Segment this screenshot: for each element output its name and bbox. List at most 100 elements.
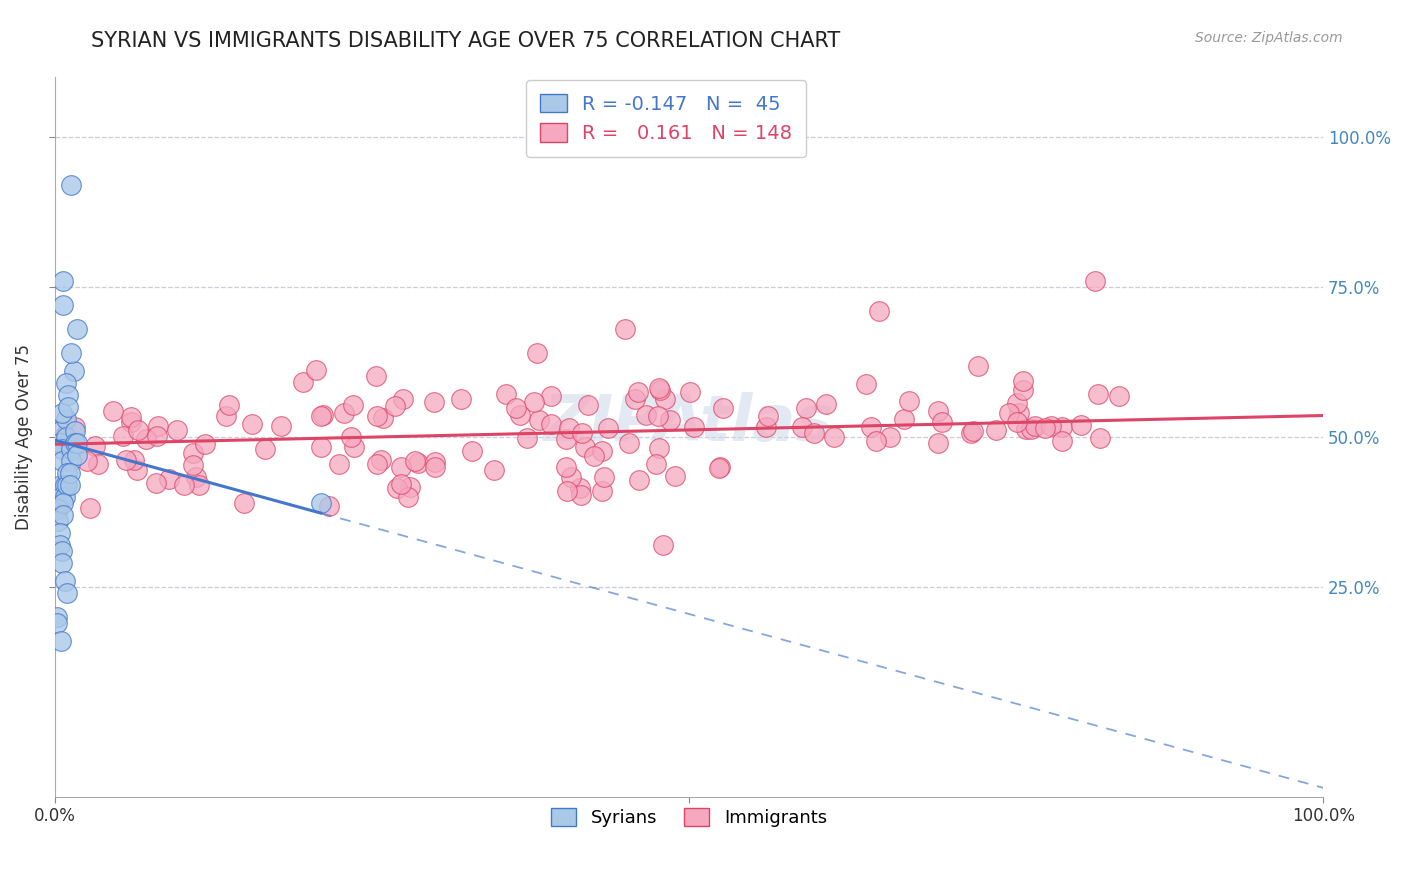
Point — [384, 399, 406, 413]
Point — [823, 430, 845, 444]
Point — [56, 478, 79, 492]
Point — [627, 474, 650, 488]
Point — [51, 454, 73, 468]
Point — [52, 298, 75, 312]
Point — [962, 424, 984, 438]
Point — [309, 440, 332, 454]
Point — [127, 423, 149, 437]
Point — [120, 415, 142, 429]
Point — [309, 409, 332, 424]
Text: ZIPAtlas: ZIPAtlas — [544, 392, 834, 454]
Point — [63, 420, 86, 434]
Point — [181, 458, 204, 472]
Point — [46, 502, 69, 516]
Point — [1012, 383, 1035, 397]
Point — [53, 574, 76, 588]
Point — [340, 430, 363, 444]
Point — [659, 413, 682, 427]
Point — [53, 490, 76, 504]
Point — [509, 409, 531, 423]
Point — [366, 409, 388, 423]
Point — [707, 461, 730, 475]
Point — [396, 491, 419, 505]
Point — [555, 483, 578, 498]
Point — [52, 274, 75, 288]
Point — [711, 401, 734, 416]
Point — [1033, 421, 1056, 435]
Point — [56, 466, 79, 480]
Point — [516, 431, 538, 445]
Point — [49, 634, 72, 648]
Point — [582, 450, 605, 464]
Point — [1050, 420, 1073, 434]
Point — [76, 454, 98, 468]
Point — [1005, 396, 1028, 410]
Point — [181, 446, 204, 460]
Point — [66, 436, 89, 450]
Point — [626, 385, 648, 400]
Point — [292, 375, 315, 389]
Point — [58, 388, 80, 402]
Point — [391, 477, 413, 491]
Point — [145, 475, 167, 490]
Point — [1008, 405, 1031, 419]
Point — [1088, 431, 1111, 445]
Point — [645, 457, 668, 471]
Point — [997, 406, 1019, 420]
Point — [865, 434, 887, 449]
Point — [56, 586, 79, 600]
Point — [931, 415, 953, 429]
Point — [647, 409, 669, 424]
Point — [312, 408, 335, 422]
Point — [333, 406, 356, 420]
Point — [60, 442, 83, 456]
Point — [855, 376, 877, 391]
Point — [66, 322, 89, 336]
Point — [709, 459, 731, 474]
Point — [53, 427, 76, 442]
Point — [343, 440, 366, 454]
Point — [125, 463, 148, 477]
Point — [404, 454, 426, 468]
Point — [270, 419, 292, 434]
Point — [318, 499, 340, 513]
Point — [370, 453, 392, 467]
Point — [682, 419, 704, 434]
Point — [1040, 419, 1063, 434]
Point — [794, 401, 817, 415]
Point — [51, 442, 73, 456]
Point — [79, 500, 101, 515]
Point — [523, 395, 546, 409]
Point — [576, 398, 599, 412]
Point — [648, 384, 671, 398]
Point — [114, 452, 136, 467]
Point — [364, 368, 387, 383]
Point — [593, 470, 616, 484]
Point — [49, 478, 72, 492]
Point — [112, 429, 135, 443]
Point — [927, 404, 949, 418]
Point — [194, 437, 217, 451]
Point — [60, 454, 83, 468]
Legend: Syrians, Immigrants: Syrians, Immigrants — [544, 801, 834, 835]
Point — [51, 556, 73, 570]
Point — [58, 400, 80, 414]
Point — [101, 404, 124, 418]
Point — [569, 488, 592, 502]
Point — [55, 412, 77, 426]
Point — [373, 410, 395, 425]
Point — [897, 394, 920, 409]
Point — [1012, 374, 1035, 388]
Point — [554, 432, 576, 446]
Point — [46, 615, 69, 630]
Point — [495, 387, 517, 401]
Point — [215, 409, 238, 424]
Point — [652, 538, 675, 552]
Point — [233, 496, 256, 510]
Point — [540, 417, 562, 431]
Point — [591, 444, 613, 458]
Point — [46, 514, 69, 528]
Point — [166, 423, 188, 437]
Point — [342, 398, 364, 412]
Point — [529, 413, 551, 427]
